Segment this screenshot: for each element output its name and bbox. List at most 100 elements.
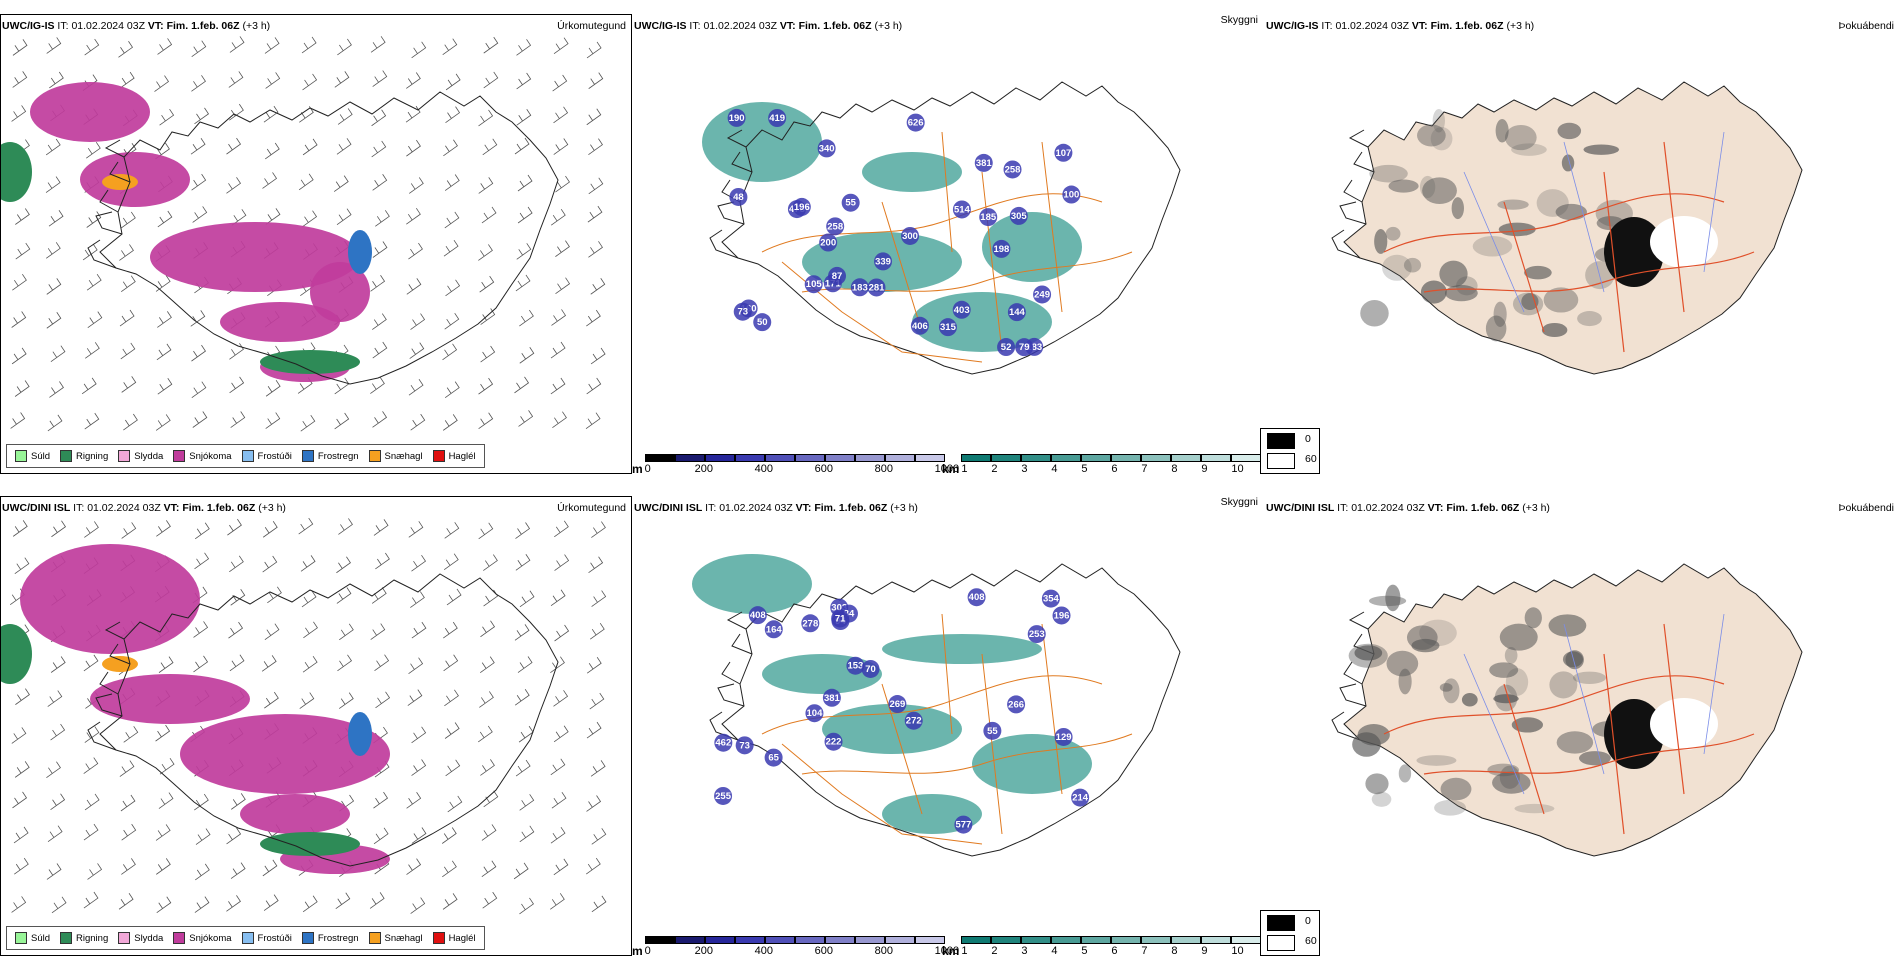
legend-swatch [118,932,131,944]
panel-title: Þokuábendi [1838,502,1894,514]
ceiling-label: 419 [769,113,785,124]
ceiling-cell [1003,160,1022,179]
ceiling-cell [729,187,748,206]
colorbar-tick: 10 [1231,945,1244,957]
ceiling-label: 577 [955,820,971,831]
legend-item: Frostúði [241,932,292,944]
colorbar-step [884,454,915,462]
fog-swatch-high [1267,453,1295,469]
colorbar-step [1051,454,1082,462]
legend-swatch [60,932,73,944]
ceiling-label: 71 [835,613,846,624]
colorbar-tick: 1000 [934,463,960,475]
colorbar-tick: 4 [1051,945,1058,957]
colorbar-step [914,454,945,462]
legend-swatch [241,932,254,944]
fog-index-panel: UWC/IG-IS IT: 01.02.2024 03Z VT: Fim. 1.… [1260,14,1900,474]
run-header: UWC/DINI ISL IT: 01.02.2024 03Z VT: Fim.… [634,502,918,514]
colorbar-step [1171,936,1202,944]
ceiling-cell [1052,606,1071,625]
precip-legend: Súld Rigning Slydda Snjókoma Frostúði Frostre… [6,444,485,468]
ceiling-cell [938,318,957,337]
colorbar-step [884,936,915,944]
visibility-colorbar: km 1 2 3 4 5 6 7 8 9 10 [942,454,1262,476]
ceiling-label: 129 [1056,732,1072,743]
colorbar-step [674,454,705,462]
ceiling-cell [817,139,836,158]
ceiling-label: 183 [852,282,868,293]
ceiling-label: 462 [715,738,731,749]
colorbar-tick: 5 [1081,463,1088,475]
ceiling-cell [1062,185,1081,204]
ceiling-label: 185 [980,212,997,223]
ceiling-label: 107 [1055,148,1071,159]
colorbar-tick: 6 [1111,463,1118,475]
colorbar-tick: 9 [1201,945,1208,957]
colorbar-step [674,936,705,944]
fog-index-panel: UWC/DINI ISL IT: 01.02.2024 03Z VT: Fim.… [1260,496,1900,956]
visibility-map: 3394784191981833402812001711853056261905… [702,81,1181,375]
colorbar-step [1231,454,1262,462]
ceiling-label: 183 [1026,342,1042,353]
colorbar-step [1201,936,1232,944]
colorbar-tick: 800 [874,945,894,957]
ceiling-cell [764,748,783,767]
panel-title: Úrkomutegund [557,20,626,32]
ceiling-colorbar: m 0 200 400 600 800 1000 [632,936,959,958]
colorbar-step [1111,936,1142,944]
legend-item: Frostregn [301,932,359,944]
ceiling-cell [819,233,838,252]
colorbar-step [1021,936,1052,944]
run-header: UWC/DINI ISL IT: 01.02.2024 03Z VT: Fim.… [1266,502,1550,514]
colorbar-tick: 6 [1111,945,1118,957]
ceiling-label: 340 [819,143,835,154]
legend-item: Súld [15,450,50,462]
ceiling-label: 403 [954,305,970,316]
ceiling-label: 200 [820,238,836,249]
ceiling-cell [753,313,772,332]
ceiling-cell [764,620,783,639]
visibility-map: 269 462 408 381 577 253 255 214 55 354 222 73 153 129… [692,554,1181,857]
fog-legend: 0 60 [1260,910,1320,956]
ceiling-cell [828,266,847,285]
colorbar-step [1021,454,1052,462]
fog-legend: 0 60 [1260,428,1320,474]
ceiling-cell [733,302,752,321]
visibility-colorbar: km 1 2 3 4 5 6 7 8 9 10 [942,936,1262,958]
ceiling-label: 303 [831,603,847,614]
legend-item: Snæhagl [368,450,423,462]
ceiling-label: 144 [1009,307,1026,318]
ceiling-cell [850,278,869,297]
ceiling-label: 73 [739,740,750,751]
ceiling-cell [831,609,850,628]
colorbar-step [1231,936,1262,944]
ceiling-cell [997,338,1016,357]
legend-item: Snjókoma [173,450,232,462]
ceiling-cell [967,588,986,607]
colorbar-tick: 0 [644,463,651,475]
ceiling-label: 258 [827,221,843,232]
fog-map [1331,81,1803,375]
ceiling-label: 79 [1019,342,1030,353]
colorbar-tick: 1 [961,945,968,957]
ceiling-cell [952,300,971,319]
ceiling-cell [983,721,1002,740]
fog-swatch-low [1267,915,1295,931]
panel-title: Skyggni [1220,14,1258,26]
ceiling-label: 258 [1005,164,1021,175]
ceiling-cell [714,786,733,805]
ceiling-label: 281 [869,282,886,293]
legend-item: Rigning [60,450,108,462]
colorbar-step [854,454,885,462]
ceiling-cell [992,239,1011,258]
ceiling-label: 70 [865,664,876,675]
visibility-panel: 269 462 408 381 577 253 255 214 55 354 222 73 153 129… [632,496,1264,958]
colorbar-step [704,936,735,944]
run-header: UWC/IG-IS IT: 01.02.2024 03Z VT: Fim. 1.… [634,20,903,32]
ceiling-cell [1007,303,1026,322]
ceiling-label: 153 [847,661,863,672]
colorbar-step [991,454,1022,462]
ceiling-cell [735,736,754,755]
legend-swatch [173,450,186,462]
colorbar-step [824,454,855,462]
